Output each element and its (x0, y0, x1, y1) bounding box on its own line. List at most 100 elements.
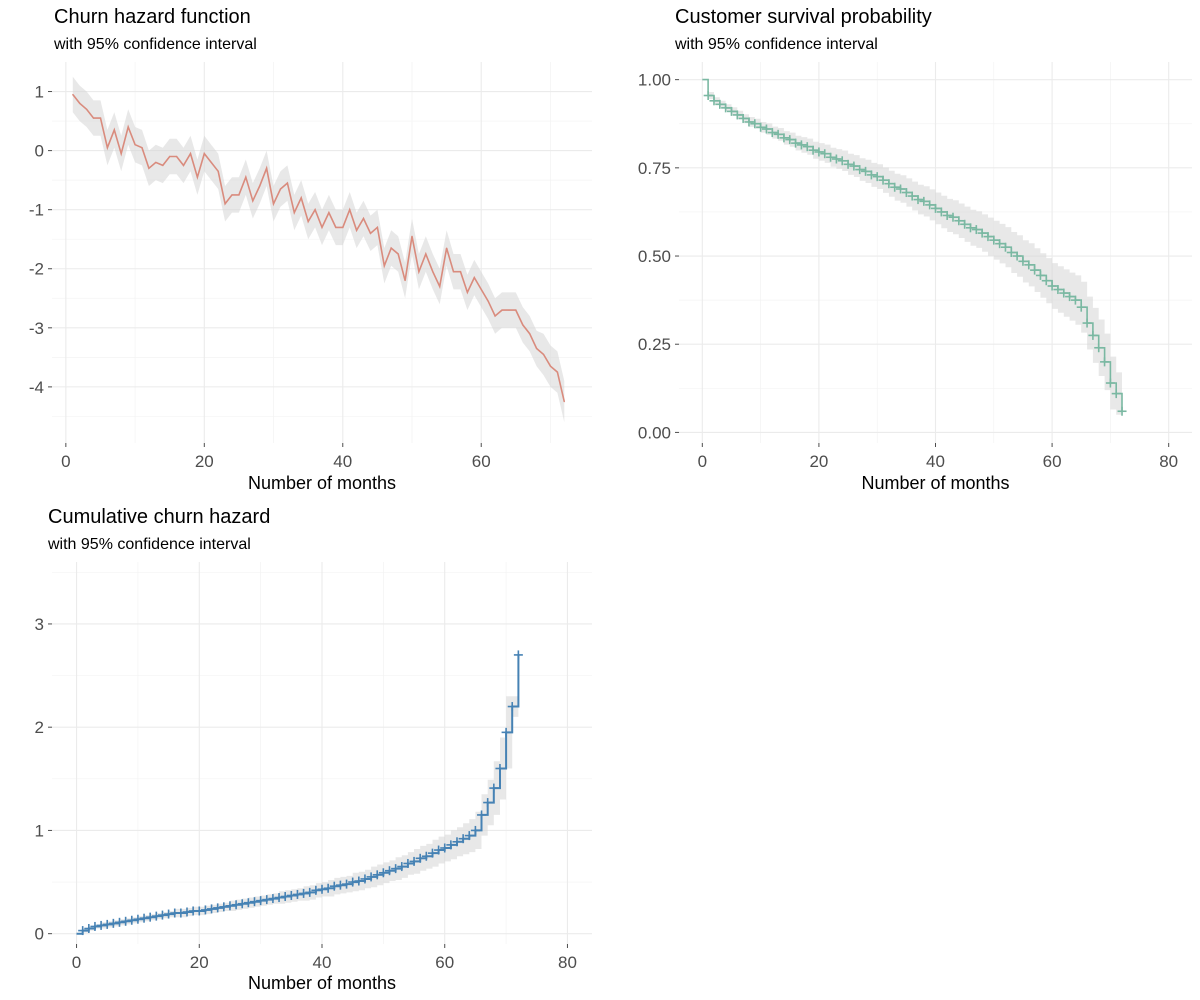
survival-censor-mark (925, 200, 935, 210)
cumhaz-x-tick-label: 40 (313, 953, 332, 972)
hazard-data-point (210, 161, 212, 164)
survival-censor-mark (960, 219, 970, 229)
survival-censor-mark (1100, 357, 1110, 367)
survival-confidence-band (702, 79, 1122, 426)
survival-censor-mark (849, 161, 859, 171)
hazard-data-point (494, 315, 496, 317)
survival-censor-mark (1024, 260, 1034, 270)
hazard-confidence-band (72, 76, 565, 423)
cumhaz-censor-mark (200, 905, 210, 915)
hazard-data-point (141, 147, 143, 149)
hazard-data-point (446, 247, 448, 249)
hazard-data-point (266, 167, 268, 169)
cumhaz-x-tick-label: 20 (190, 953, 209, 972)
survival-x-tick-label: 80 (1159, 452, 1178, 471)
cumhaz-censor-mark (507, 702, 517, 712)
survival-censor-mark (971, 225, 981, 235)
survival-censor-mark (826, 152, 836, 162)
cumhaz-censor-mark (477, 810, 487, 820)
survival-censor-mark (913, 195, 923, 205)
cumhaz-censor-mark (348, 877, 358, 887)
survival-censor-mark (732, 110, 742, 120)
survival-y-tick-label: 0.75 (638, 159, 671, 178)
cumhaz-censor-mark (421, 851, 431, 861)
hazard-data-point (459, 271, 462, 273)
survival-censor-mark (1035, 270, 1045, 280)
hazard-data-point (563, 401, 565, 403)
survival-censor-mark (808, 145, 818, 155)
cumhaz-censor-mark (470, 825, 480, 835)
survival-censor-mark (761, 124, 771, 134)
hazard-data-point (473, 277, 475, 279)
hazard-data-point (480, 288, 482, 291)
hazard-data-point (79, 102, 81, 104)
hazard-data-point (397, 253, 399, 255)
cumhaz-censor-mark (335, 880, 345, 890)
survival-censor-mark (884, 179, 894, 189)
survival-censor-mark (785, 135, 795, 145)
survival-censor-mark (1111, 389, 1121, 399)
survival-censor-mark (896, 184, 906, 194)
hazard-data-point (134, 144, 136, 146)
survival-censor-mark (726, 106, 736, 116)
survival-x-tick-label: 40 (926, 452, 945, 471)
cumhaz-censor-mark (213, 903, 223, 913)
survival-censor-mark (1105, 378, 1115, 388)
survival-censor-mark (855, 165, 865, 175)
survival-y-tick-label: 0.25 (638, 335, 671, 354)
hazard-data-point (536, 347, 538, 350)
hazard-data-point (529, 333, 531, 335)
survival-censor-mark (1094, 343, 1104, 353)
cumhaz-censor-mark (415, 853, 425, 863)
hazard-x-axis-label: Number of months (248, 473, 396, 493)
hazard-x-tick-label: 20 (195, 452, 214, 471)
hazard-data-point (286, 182, 288, 184)
hazard-x-tick-label: 60 (472, 452, 491, 471)
cumhaz-censor-mark (464, 831, 474, 841)
hazard-data-point (113, 129, 115, 131)
hazard-data-point (411, 235, 413, 237)
cumhaz-censor-mark (378, 868, 388, 878)
survival-censor-mark (890, 182, 900, 192)
survival-censor-mark (861, 166, 871, 176)
survival-censor-mark (878, 175, 888, 185)
survival-censor-mark (750, 119, 760, 129)
survival-censor-mark (1082, 318, 1092, 328)
hazard-data-point (238, 194, 240, 196)
cumhaz-censor-mark (366, 872, 376, 882)
hazard-data-point (86, 108, 88, 110)
hazard-data-point (92, 117, 95, 119)
hazard-title: Churn hazard function (54, 6, 251, 28)
cumhaz-censor-mark (483, 798, 493, 808)
cumhaz-censor-mark (237, 899, 247, 909)
hazard-data-point (418, 271, 420, 273)
hazard-data-point (432, 271, 434, 273)
survival-censor-mark (1006, 248, 1016, 257)
survival-y-tick-label: 0.50 (638, 247, 671, 266)
survival-censor-mark (936, 207, 946, 217)
cumhaz-censor-mark (342, 879, 352, 889)
cumhaz-censor-mark (385, 866, 394, 876)
survival-censor-mark (901, 188, 911, 198)
survival-censor-mark (1000, 242, 1010, 252)
hazard-data-point (349, 209, 351, 211)
hazard-data-point (252, 200, 254, 202)
survival-censor-mark (802, 142, 812, 152)
cumhaz-censor-mark (372, 870, 382, 880)
hazard-data-point (515, 309, 517, 311)
hazard-subtitle: with 95% confidence interval (54, 36, 257, 53)
survival-censor-mark (872, 172, 882, 182)
hazard-data-point (362, 217, 365, 220)
hazard-data-point (307, 220, 309, 223)
survival-censor-mark (954, 216, 964, 226)
survival-censor-mark (907, 191, 917, 201)
hazard-data-point (501, 309, 503, 311)
survival-censor-mark (1041, 276, 1051, 286)
hazard-data-point (556, 371, 558, 373)
hazard-data-point (106, 147, 108, 149)
hazard-data-point (155, 161, 157, 164)
cumhaz-censor-mark (452, 837, 462, 847)
cumhaz-censor-mark (108, 918, 118, 928)
survival-x-tick-label: 20 (809, 452, 828, 471)
